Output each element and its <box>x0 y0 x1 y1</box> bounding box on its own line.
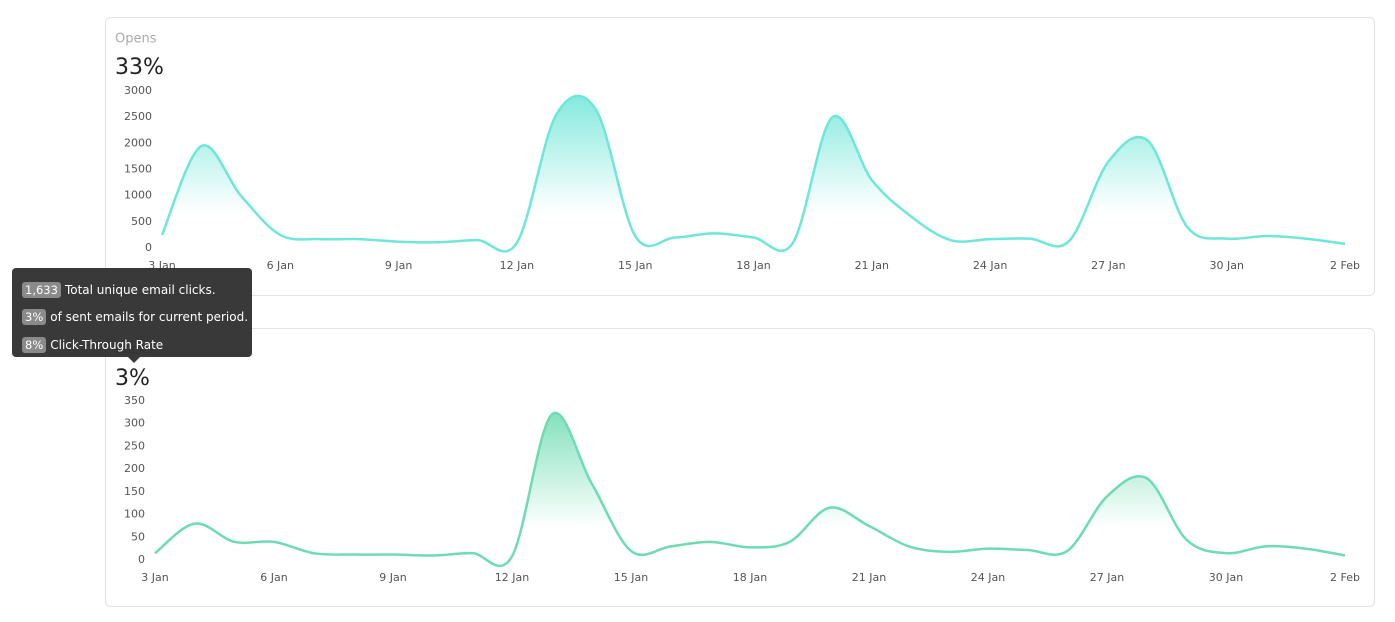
badge: 3% <box>22 309 47 326</box>
x-tick-label: 30 Jan <box>1209 571 1243 584</box>
x-tick-label: 24 Jan <box>973 259 1007 272</box>
tooltip-arrow <box>128 357 140 363</box>
line <box>160 94 1346 253</box>
x-tick-label: 18 Jan <box>733 571 767 584</box>
x-tick-label: 21 Jan <box>855 259 889 272</box>
tooltip-text: of sent emails for current period. <box>50 310 249 325</box>
y-tick-label: 1000 <box>124 189 152 202</box>
y-tick-label: 250 <box>124 439 145 452</box>
x-tick-label: 15 Jan <box>618 259 652 272</box>
x-tick-label: 15 Jan <box>614 571 648 584</box>
y-tick-label: 300 <box>124 417 145 430</box>
x-tick-label: 12 Jan <box>500 259 534 272</box>
x-tick-label: 21 Jan <box>852 571 886 584</box>
y-tick-label: 2000 <box>124 136 152 149</box>
x-tick-label: 18 Jan <box>736 259 770 272</box>
y-tick-label: 0 <box>138 553 145 566</box>
tooltip-text: Click-Through Rate <box>50 337 164 352</box>
x-tick-label: 3 Jan <box>141 571 168 584</box>
headline: 3% <box>115 366 150 391</box>
tooltip-row: 3% of sent emails for current period. <box>22 304 248 332</box>
y-tick-label: 100 <box>124 508 145 521</box>
y-tick-label: 2500 <box>124 110 152 123</box>
line <box>154 411 1346 568</box>
y-tick-label: 3000 <box>124 84 152 97</box>
panel <box>105 17 1375 296</box>
y-tick-label: 350 <box>124 394 145 407</box>
x-tick-label: 27 Jan <box>1090 571 1124 584</box>
area <box>155 412 1345 566</box>
y-tick-label: 150 <box>124 485 145 498</box>
x-tick-label: 24 Jan <box>971 571 1005 584</box>
tooltip-row: 8% Click-Through Rate <box>22 331 242 359</box>
badge: 1,633 <box>22 281 61 298</box>
x-tick-label: 27 Jan <box>1091 259 1125 272</box>
tooltip-text: Total unique email clicks. <box>64 282 216 297</box>
tooltip-row: 1,633 Total unique email clicks. <box>22 276 242 304</box>
y-tick-label: 1500 <box>124 163 152 176</box>
y-tick-label: 500 <box>131 215 152 228</box>
x-tick-label: 6 Jan <box>260 571 287 584</box>
x-tick-label: 30 Jan <box>1209 259 1243 272</box>
x-tick-label: 6 Jan <box>267 259 294 272</box>
tooltip: 1,633 Total unique email clicks. 3% of sen… <box>12 268 252 363</box>
y-tick-label: 50 <box>131 530 145 543</box>
badge: 8% <box>22 336 47 353</box>
chart-title: Opens <box>115 32 157 47</box>
y-tick-label: 200 <box>124 462 145 475</box>
panel <box>105 328 1375 607</box>
x-tick-label: 2 Feb <box>1330 571 1360 584</box>
y-tick-label: 0 <box>145 241 152 254</box>
x-tick-label: 12 Jan <box>495 571 529 584</box>
x-tick-label: 9 Jan <box>385 259 412 272</box>
x-tick-label: 9 Jan <box>379 571 406 584</box>
headline: 33% <box>115 55 164 80</box>
x-tick-label: 2 Feb <box>1330 259 1360 272</box>
